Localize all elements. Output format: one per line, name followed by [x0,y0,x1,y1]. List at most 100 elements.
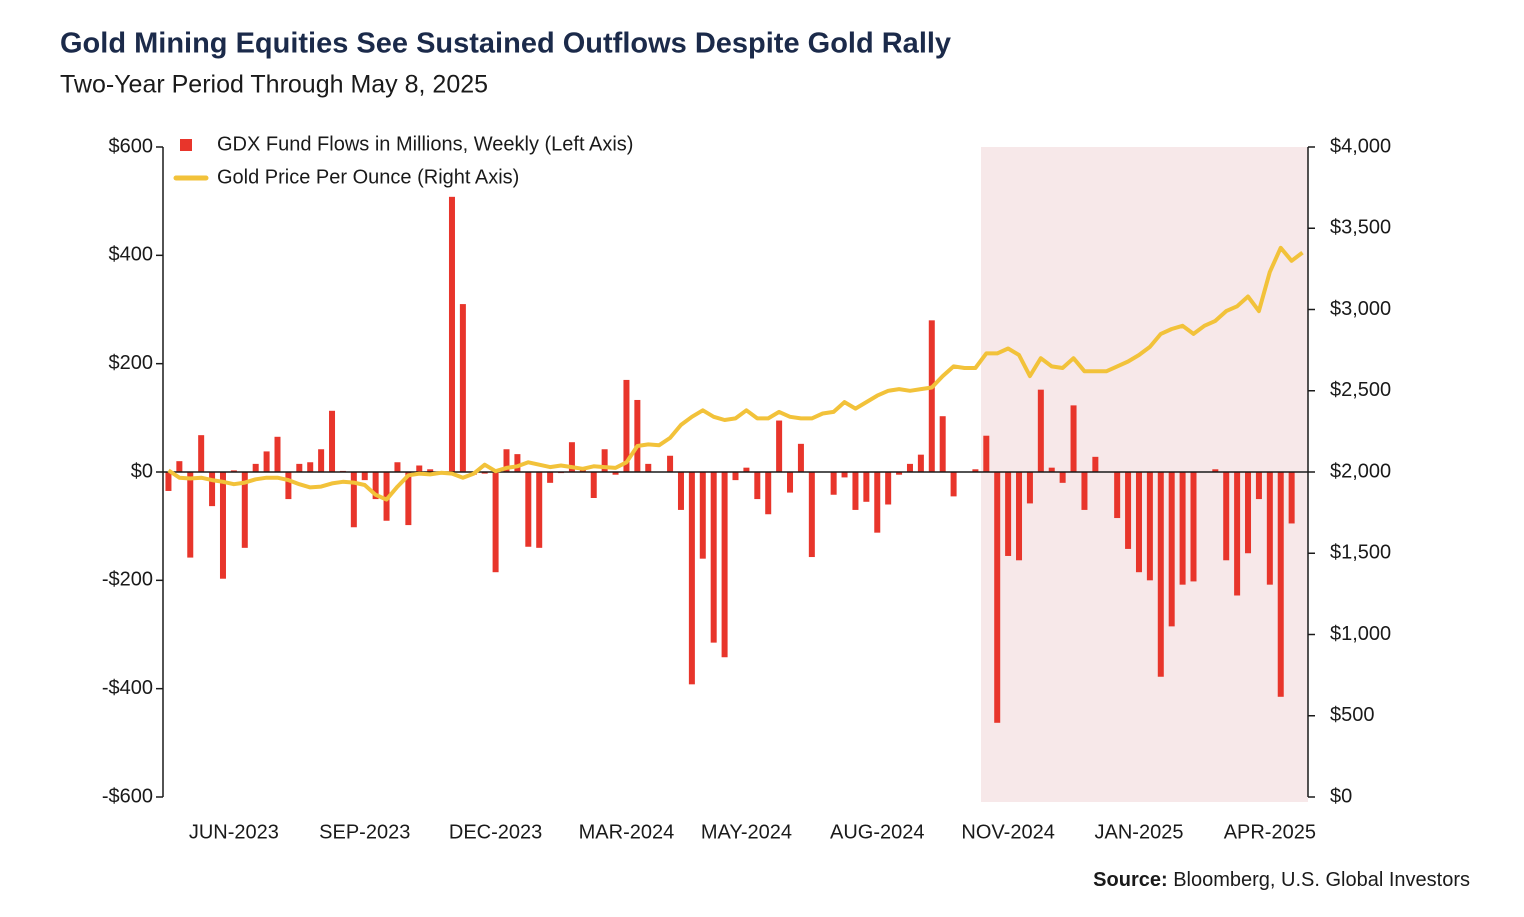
bar [797,443,804,472]
bar [219,472,226,579]
bar [1157,472,1164,677]
bar [1081,472,1088,510]
bar [1125,472,1132,549]
bar [448,196,455,473]
bar [1092,456,1099,472]
y2-tick-label: $4,000 [1330,135,1391,157]
y-tick-label: $600 [109,135,154,157]
y2-tick-label: $3,500 [1330,217,1391,239]
bar [732,472,739,481]
bar [350,472,357,528]
bar [710,472,717,643]
y-tick-label: -$200 [102,569,153,591]
bar [743,467,750,472]
bar [841,472,848,478]
bar [198,435,205,472]
bar [1026,472,1033,504]
bar [754,472,761,500]
bar [252,463,259,472]
x-tick-label: APR-2025 [1224,821,1316,843]
bar [372,472,379,500]
bar [667,455,674,472]
bar [1059,472,1066,483]
bar [416,465,423,472]
bar [972,469,979,472]
bar [928,320,935,472]
y2-tick-label: $500 [1330,704,1375,726]
y2-tick-label: $1,000 [1330,623,1391,645]
bar [1212,469,1219,472]
bar [787,472,794,493]
bar [165,472,172,491]
bar [863,472,870,502]
bar [1288,472,1295,524]
bar [547,472,554,483]
y-tick-label: $400 [109,244,154,266]
bar [1048,467,1055,472]
source-text: Bloomberg, U.S. Global Investors [1173,869,1470,891]
source-label: Source: [1093,869,1167,891]
bar [383,472,390,521]
bar [1135,472,1142,573]
bar [329,410,336,472]
bar [906,463,913,472]
bar [459,304,466,472]
bar [1070,405,1077,472]
bar [612,472,619,475]
x-tick-label: DEC-2023 [449,821,542,843]
bar [187,472,194,558]
x-tick-label: JAN-2025 [1095,821,1184,843]
y2-tick-label: $0 [1330,785,1352,807]
bar [699,472,706,559]
bar [776,420,783,472]
bar [677,472,684,510]
legend-swatch [180,139,192,151]
y2-tick-label: $1,500 [1330,542,1391,564]
bar [1266,472,1273,585]
bar [885,472,892,505]
bar [1168,472,1175,627]
bar [852,472,859,510]
bar [1016,472,1023,561]
bar [1190,472,1197,582]
bar [503,449,510,472]
bar [1179,472,1186,585]
chart-title: Gold Mining Equities See Sustained Outfl… [60,28,951,60]
bar [176,461,183,472]
bar [917,454,924,472]
bar [1234,472,1241,596]
y2-tick-label: $3,000 [1330,298,1391,320]
legend-label: Gold Price Per Ounce (Right Axis) [217,166,519,188]
bar [688,472,695,685]
bar [296,463,303,472]
bar [950,472,957,497]
bar [874,472,881,533]
bar [939,416,946,472]
y-tick-label: $200 [109,352,154,374]
y-tick-label: -$400 [102,677,153,699]
x-tick-label: MAY-2024 [701,821,792,843]
bar [830,472,837,495]
y2-tick-label: $2,500 [1330,379,1391,401]
bar [645,463,652,472]
bar [361,472,368,481]
bar [209,472,216,507]
bar [983,435,990,472]
bar [601,449,608,472]
chart-subtitle: Two-Year Period Through May 8, 2025 [60,71,488,99]
bar [536,472,543,548]
x-tick-label: JUN-2023 [189,821,279,843]
bar [285,472,292,500]
bar [568,442,575,472]
bar [241,472,248,548]
bar [1037,389,1044,472]
x-tick-label: AUG-2024 [830,821,925,843]
bar [394,462,401,472]
bar [1005,472,1012,556]
bar [1146,472,1153,581]
bar [1114,472,1121,519]
bar [808,472,815,558]
bar [263,451,270,472]
bar [623,379,630,472]
line [167,245,1304,502]
